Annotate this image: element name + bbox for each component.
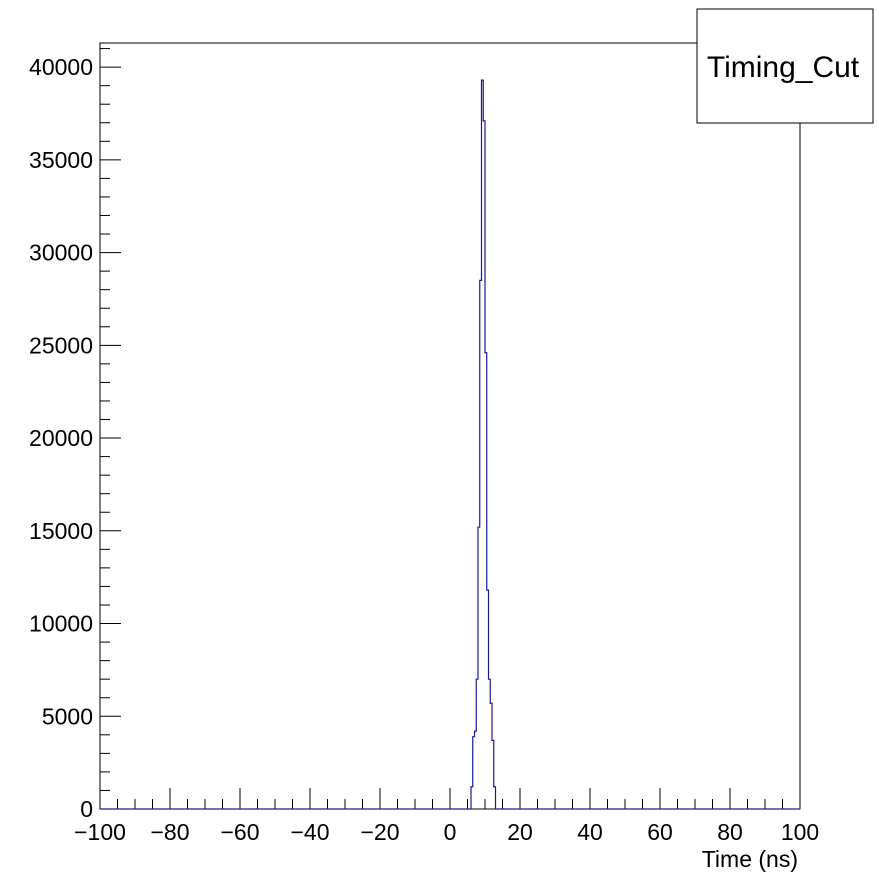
histogram-bin <box>475 731 477 809</box>
y-tick-label: 35000 <box>29 147 93 173</box>
y-tick-label: 25000 <box>29 332 93 358</box>
x-tick-label: −100 <box>74 819 126 845</box>
x-tick-label: 0 <box>444 819 457 845</box>
legend-text: Timing_Cut <box>707 51 860 84</box>
legend-box <box>696 8 874 124</box>
y-tick-label: 20000 <box>29 425 93 451</box>
legend: Timing_Cut <box>696 8 874 124</box>
y-tick-label: 30000 <box>29 240 93 266</box>
y-tick-label: 0 <box>80 796 93 822</box>
x-tick-label: 40 <box>577 819 603 845</box>
y-tick-label: 5000 <box>42 703 93 729</box>
plot-frame <box>99 42 801 810</box>
x-tick-label: 20 <box>507 819 533 845</box>
y-tick-label: 10000 <box>29 611 93 637</box>
histogram-series <box>100 79 800 810</box>
x-tick-label: −40 <box>290 819 329 845</box>
y-tick-label: 15000 <box>29 518 93 544</box>
x-tick-label: 60 <box>647 819 673 845</box>
x-tick-label: 100 <box>781 819 819 845</box>
x-tick-label: −80 <box>150 819 189 845</box>
x-tick-label: −60 <box>220 819 259 845</box>
y-tick-label: 40000 <box>29 54 93 80</box>
x-tick-label: −20 <box>360 819 399 845</box>
y-tick-labels: 0 5000 10000 15000 20000 25000 30000 35000 40000 <box>29 54 93 822</box>
x-tick-labels: −100 −80 −60 −40 −20 0 20 40 60 80 100 <box>74 819 819 845</box>
x-tick-label: 80 <box>717 819 743 845</box>
x-axis-title: Time (ns) <box>702 846 798 872</box>
histogram-line <box>470 79 498 810</box>
axis-ticks <box>99 48 801 810</box>
